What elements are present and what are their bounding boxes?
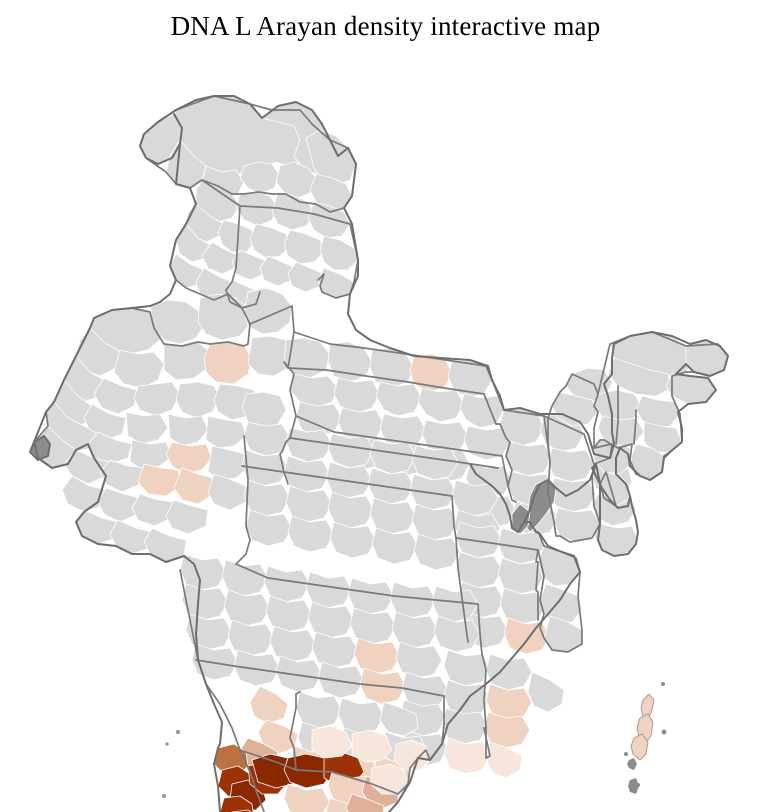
region-madhya-pradesh[interactable]	[241, 421, 501, 571]
region-maharashtra[interactable]	[179, 553, 481, 709]
page-title: DNA L Arayan density interactive map	[170, 11, 601, 41]
region-andaman-nicobar[interactable]	[624, 682, 667, 812]
india-choropleth-map[interactable]	[0, 44, 771, 812]
region-rajasthan[interactable]	[53, 287, 295, 449]
region-himachal-punjab-haryana[interactable]	[169, 179, 359, 309]
country-outline	[29, 95, 729, 812]
region-lakshadweep[interactable]	[162, 729, 181, 798]
